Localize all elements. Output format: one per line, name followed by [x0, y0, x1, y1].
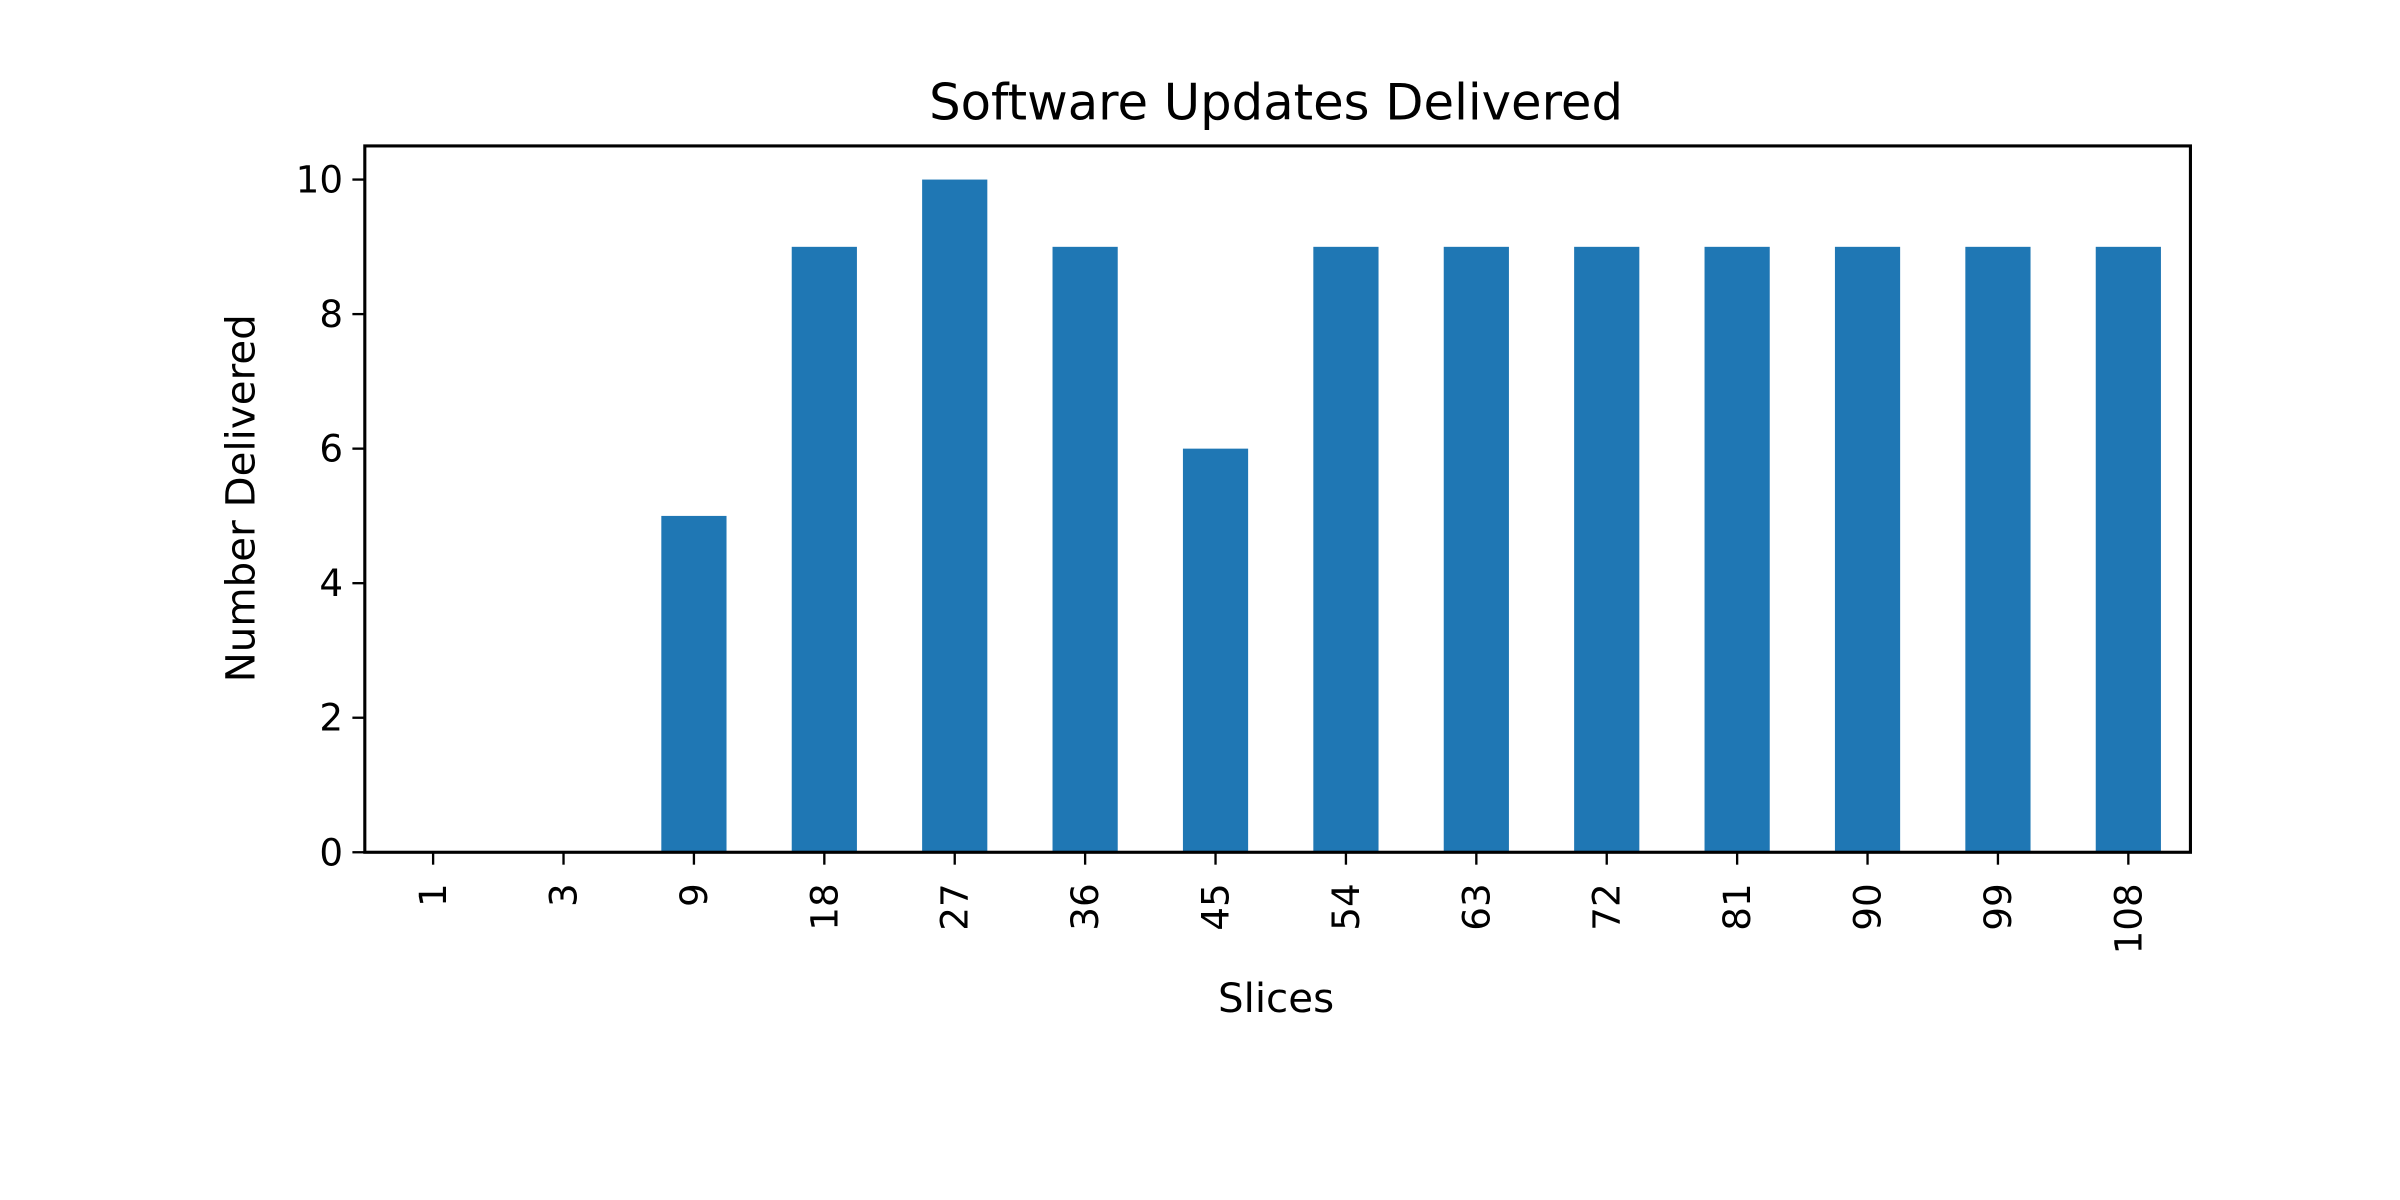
- y-axis: 0 2 4 6 8 10: [296, 158, 365, 874]
- y-tick-label: 0: [319, 830, 343, 874]
- bar-54: [1313, 246, 1379, 853]
- x-tick-label: 99: [1976, 883, 2020, 930]
- x-tick-label: 45: [1194, 883, 1238, 930]
- plot-frame: [363, 144, 2192, 854]
- bar-9: [661, 515, 727, 853]
- x-tick-label: 9: [672, 883, 716, 907]
- x-axis-label: Slices: [1218, 975, 1334, 1022]
- y-tick-label: 4: [319, 561, 343, 605]
- y-tick-label: 10: [296, 158, 343, 202]
- y-tick-label: 6: [319, 427, 343, 471]
- bar-36: [1052, 246, 1118, 853]
- y-tick-label: 2: [319, 696, 343, 740]
- bar-63: [1443, 246, 1509, 853]
- x-tick-label: 54: [1324, 883, 1368, 930]
- x-tick-label: 63: [1454, 883, 1498, 930]
- y-axis-label: Number Delivered: [218, 314, 265, 682]
- bar-81: [1704, 246, 1770, 853]
- x-tick-label: 108: [2106, 883, 2150, 954]
- bar-27: [922, 179, 988, 853]
- bar-90: [1834, 246, 1901, 853]
- bars-group: [661, 179, 2161, 853]
- bar-72: [1574, 246, 1640, 853]
- x-tick-label: 72: [1585, 883, 1629, 930]
- bar-99: [1965, 246, 2031, 853]
- x-tick-label: 18: [802, 883, 846, 930]
- x-tick-label: 81: [1715, 883, 1759, 930]
- bar-108: [2095, 246, 2161, 853]
- x-axis: 1 3 9 18 27 36 45 54 63 72 81 90 99 108: [411, 852, 2150, 954]
- bar-18: [791, 246, 857, 853]
- x-tick-label: 1: [411, 883, 455, 907]
- y-tick-label: 8: [319, 292, 343, 336]
- x-tick-label: 3: [542, 883, 586, 907]
- x-tick-label: 27: [933, 883, 977, 930]
- bar-45: [1182, 448, 1249, 853]
- x-tick-label: 90: [1846, 883, 1890, 930]
- chart-title: Software Updates Delivered: [929, 74, 1623, 132]
- x-tick-label: 36: [1063, 883, 1107, 930]
